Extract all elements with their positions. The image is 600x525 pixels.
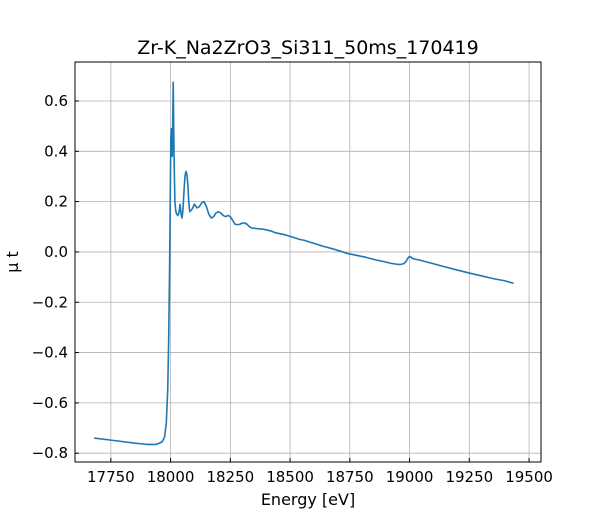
y-tick-label: 0.6: [44, 92, 68, 110]
y-tick-label: −0.8: [32, 444, 68, 462]
x-tick-label: 19500: [505, 468, 553, 486]
ticks-layer: 17750 18000 18250 18500 18750 19000 19250 19500…: [32, 92, 553, 486]
x-tick-label: 18250: [206, 468, 254, 486]
y-tick-label: 0.2: [44, 193, 68, 211]
y-tick-label: −0.4: [32, 344, 68, 362]
x-tick-label: 18750: [326, 468, 374, 486]
y-tick-label: 0.0: [44, 243, 68, 261]
plot-frame: [74, 61, 542, 463]
y-tick-label: 0.4: [44, 142, 68, 160]
y-tick-label: −0.2: [32, 293, 68, 311]
x-tick-label: 17750: [87, 468, 135, 486]
y-axis-label: μ t: [3, 251, 22, 273]
x-tick-label: 19000: [386, 468, 434, 486]
x-tick-label: 18500: [266, 468, 314, 486]
series-layer: [94, 81, 514, 446]
y-tick-label: −0.6: [32, 394, 68, 412]
x-tick-label: 19250: [445, 468, 493, 486]
grid-layer: [75, 62, 541, 462]
x-axis-label: Energy [eV]: [261, 490, 355, 509]
chart-title: Zr-K_Na2ZrO3_Si311_50ms_170419: [137, 37, 478, 59]
x-tick-label: 18000: [147, 468, 195, 486]
series-line: [94, 81, 514, 446]
